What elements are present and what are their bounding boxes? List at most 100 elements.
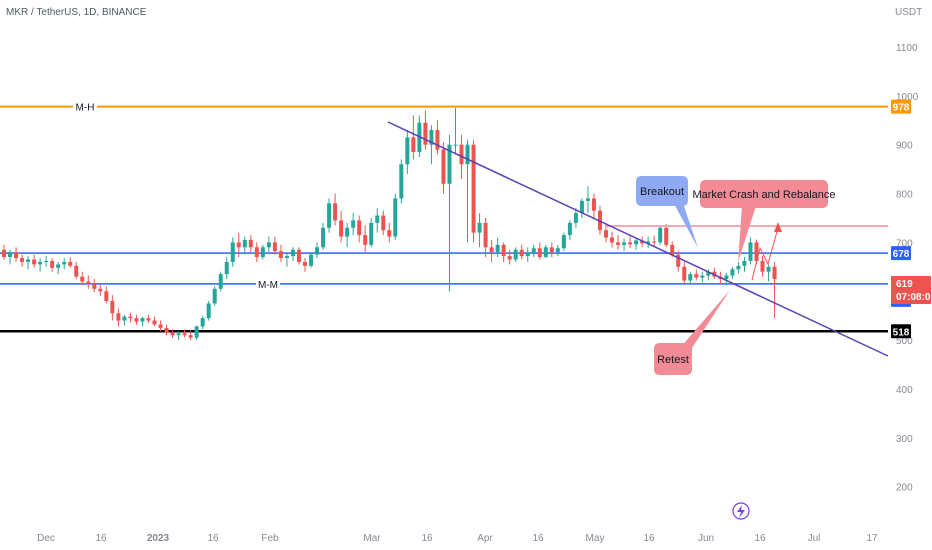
candle-body <box>423 122 428 145</box>
candle-body <box>670 244 675 255</box>
candle-body <box>754 242 759 261</box>
level-badge-bg <box>891 324 911 339</box>
x-tick-label: 16 <box>532 533 544 544</box>
candle-body <box>471 144 476 233</box>
level-label-bg <box>73 100 97 113</box>
crash-pointer <box>738 206 756 262</box>
candle-body <box>104 291 109 302</box>
candle-body <box>760 260 765 272</box>
candle-body <box>495 244 500 253</box>
candle-body <box>158 324 163 328</box>
x-tick-label: 16 <box>95 533 107 544</box>
candle-body <box>26 259 31 262</box>
x-tick-label: 16 <box>421 533 433 544</box>
x-tick-label: 2023 <box>147 533 170 544</box>
candle-body <box>772 266 777 280</box>
y-tick-label: 400 <box>896 385 913 396</box>
candle-body <box>664 227 669 245</box>
candle-body <box>766 266 771 272</box>
level-badge-bg <box>891 99 911 114</box>
x-tick-label: Feb <box>261 533 279 544</box>
candle-body <box>555 248 560 253</box>
candle-body <box>513 249 518 260</box>
candle-body <box>44 260 49 262</box>
descending-trendline[interactable] <box>387 121 889 357</box>
candle-body <box>585 198 590 201</box>
candle-body <box>616 242 621 245</box>
crash-callout[interactable] <box>700 180 828 208</box>
candle-body <box>80 276 85 282</box>
candle-body <box>381 215 386 231</box>
retest-label: Retest <box>657 354 689 366</box>
candle-body <box>333 203 338 221</box>
candle-body <box>441 149 446 184</box>
candle-body <box>74 265 79 277</box>
candle-body <box>284 256 289 259</box>
candle-body <box>387 230 392 237</box>
candle-body <box>700 275 705 278</box>
candle-body <box>200 318 205 327</box>
level-badge: 678 <box>893 249 910 260</box>
candle-body <box>38 261 43 265</box>
level-label: M-M <box>258 280 278 291</box>
candle-body <box>501 244 506 257</box>
x-tick-label: Mar <box>363 533 381 544</box>
candle-body <box>32 259 37 265</box>
candle-body <box>543 247 548 258</box>
candle-body <box>98 288 103 292</box>
x-tick-label: 16 <box>207 533 219 544</box>
candle-body <box>290 249 295 257</box>
candle-body <box>351 220 356 228</box>
candle-body <box>634 240 639 245</box>
candle-body <box>411 137 416 153</box>
candle-body <box>435 130 440 150</box>
candle-body <box>736 265 741 270</box>
lightning-icon[interactable] <box>732 502 750 520</box>
candle-body <box>2 249 6 258</box>
candle-body <box>694 274 699 278</box>
candle-body <box>429 130 434 145</box>
candle-body <box>176 333 181 336</box>
y-tick-label: 1100 <box>896 43 918 54</box>
retest-pointer <box>680 290 730 348</box>
candle-body <box>483 222 488 248</box>
candle-body <box>92 283 97 289</box>
lightning-bolt-icon <box>737 505 745 518</box>
candle-body <box>272 242 277 252</box>
candle-body <box>339 220 344 237</box>
y-tick-label: 1000 <box>896 92 919 103</box>
candle-body <box>604 230 608 238</box>
projected-path <box>751 227 779 281</box>
candle-body <box>218 274 223 289</box>
candle-body <box>122 316 127 321</box>
candle-body <box>140 318 145 322</box>
candle-body <box>405 137 410 165</box>
x-tick-label: Dec <box>37 533 55 544</box>
breakout-callout[interactable] <box>636 176 688 206</box>
candle-body <box>110 301 115 314</box>
candle-body <box>622 242 627 245</box>
candle-body <box>224 261 229 275</box>
last-price-countdown: 07:08:01 <box>896 292 932 303</box>
candle-body <box>20 258 25 262</box>
candle-body <box>260 247 265 258</box>
candle-body <box>646 241 651 244</box>
candle-body <box>188 335 193 338</box>
retest-callout[interactable] <box>654 343 692 375</box>
x-tick-label: 16 <box>754 533 766 544</box>
level-badge: 978 <box>893 103 910 114</box>
candle-body <box>573 213 578 223</box>
level-label-bg <box>256 277 280 290</box>
candle-body <box>236 242 241 248</box>
candle-body <box>146 318 151 321</box>
candle-body <box>68 261 73 266</box>
candle-body <box>640 240 645 244</box>
candle-body <box>206 303 211 319</box>
candle-body <box>327 203 332 228</box>
candle-body <box>447 144 452 184</box>
candle-body <box>579 200 584 214</box>
symbol-title: MKR / TetherUS, 1D, BINANCE <box>6 7 147 18</box>
x-tick-label: Apr <box>477 533 493 544</box>
